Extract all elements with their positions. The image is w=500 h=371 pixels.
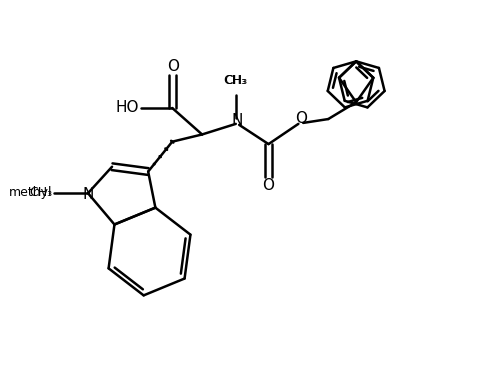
Text: CH₃: CH₃ <box>224 74 248 87</box>
Text: CH₃: CH₃ <box>29 186 52 199</box>
Text: HO: HO <box>116 99 139 115</box>
Text: methyl: methyl <box>9 186 52 199</box>
Text: O: O <box>167 59 179 74</box>
Text: N: N <box>231 112 242 128</box>
Text: O: O <box>295 111 307 126</box>
Text: N: N <box>82 187 94 202</box>
Text: CH₃: CH₃ <box>224 74 246 87</box>
Text: O: O <box>262 178 274 193</box>
